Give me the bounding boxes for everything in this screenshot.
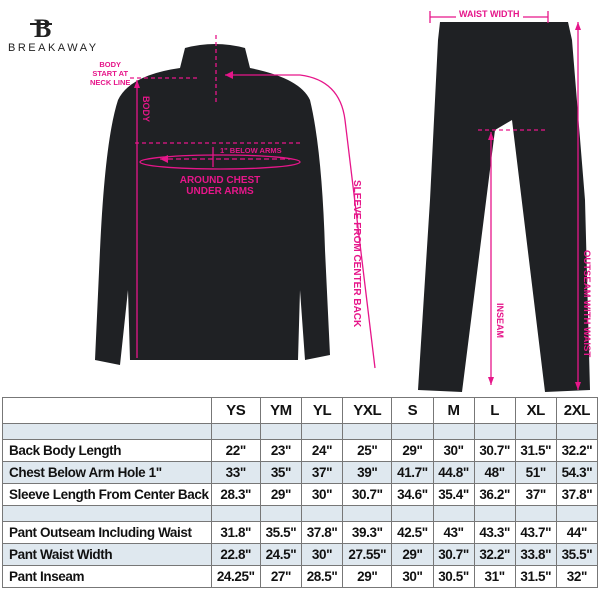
measurement-cell: 51": [514, 461, 557, 484]
size-header: 2XL: [555, 397, 599, 424]
measurement-cell: 24.25": [210, 565, 261, 588]
corner-cell: [2, 397, 212, 424]
measurement-cell: 30": [300, 543, 344, 566]
measurement-cell: 29": [391, 439, 434, 462]
pants-image: [418, 22, 590, 392]
measurement-cell: 37.8": [300, 521, 344, 544]
waist-width-label: WAIST WIDTH: [456, 9, 523, 19]
measurement-cell: 30": [432, 439, 475, 462]
measurement-cell: 31": [473, 565, 516, 588]
svg-text:B: B: [34, 14, 51, 43]
measurement-cell: 41.7": [391, 461, 434, 484]
inseam-label: INSEAM: [495, 303, 505, 339]
row-label: Sleeve Length From Center Back: [2, 483, 212, 506]
size-header: YL: [300, 397, 344, 424]
measurement-cell: 44": [555, 521, 599, 544]
measurement-cell: 37": [514, 483, 557, 506]
measurement-cell: 32.2": [473, 543, 516, 566]
row-label: Chest Below Arm Hole 1": [2, 461, 212, 484]
measurement-cell: 39": [342, 461, 393, 484]
measurement-cell: 22.8": [210, 543, 261, 566]
measurement-cell: 29": [342, 565, 393, 588]
measurement-cell: 43": [432, 521, 475, 544]
body-label: BODY: [141, 96, 151, 123]
label-line: UNDER ARMS: [186, 186, 254, 197]
measurement-cell: 42.5": [391, 521, 434, 544]
size-header: YXL: [342, 397, 393, 424]
measurement-cell: 30.7": [432, 543, 475, 566]
measurement-cell: 32.2": [555, 439, 599, 462]
measurement-cell: 28.3": [210, 483, 261, 506]
breakaway-logo: B: [30, 14, 52, 43]
measurement-cell: 36.2": [473, 483, 516, 506]
measurement-cell: 35.5": [555, 543, 599, 566]
row-label: Back Body Length: [2, 439, 212, 462]
row-label: Pant Inseam: [2, 565, 212, 588]
label-line: START AT: [92, 69, 129, 78]
measurement-cell: 27": [259, 565, 302, 588]
size-header: YS: [210, 397, 261, 424]
measurement-cell: 25": [342, 439, 393, 462]
measurement-cell: 39.3": [342, 521, 393, 544]
sleeve-label: SLEEVE FROM CENTER BACK: [351, 180, 362, 328]
measurement-cell: 30.7": [473, 439, 516, 462]
measurement-cell: 35.4": [432, 483, 475, 506]
measurement-cell: 44.8": [432, 461, 475, 484]
table-row: Chest Below Arm Hole 1" 33" 35" 37" 39" 41.7"…: [2, 461, 599, 484]
measurement-cell: 31.5": [514, 565, 557, 588]
measurement-cell: 34.6": [391, 483, 434, 506]
measurement-cell: 43.3": [473, 521, 516, 544]
size-header: M: [432, 397, 475, 424]
measurement-cell: 22": [210, 439, 261, 462]
garment-illustration: B: [30, 11, 590, 392]
around-chest-label: AROUND CHEST UNDER ARMS: [170, 175, 270, 197]
label-line: NECK LINE: [90, 78, 131, 87]
measurement-cell: 30.7": [342, 483, 393, 506]
measurement-cell: 32": [555, 565, 599, 588]
table-row: Sleeve Length From Center Back 28.3" 29" 30…: [2, 483, 599, 506]
size-chart-table: YS YM YL YXL S M L XL 2XL Back Body Leng…: [2, 397, 599, 588]
header-row: YS YM YL YXL S M L XL 2XL: [2, 397, 599, 424]
measurement-cell: 31.5": [514, 439, 557, 462]
outseam-label: OUTSEAM WITH WAIST: [581, 250, 592, 358]
label-line: BODY: [99, 60, 122, 69]
table-row: Pant Inseam 24.25" 27" 28.5" 29" 30" 30.5" 31" 3…: [2, 565, 599, 588]
brand-name: BREAKAWAY: [8, 42, 99, 54]
measurement-cell: 28.5": [300, 565, 344, 588]
measurement-cell: 54.3": [555, 461, 599, 484]
size-header: XL: [514, 397, 557, 424]
measurement-cell: 24": [300, 439, 344, 462]
body-start-label: BODY START AT NECK LINE: [90, 60, 130, 87]
measurement-cell: 27.55": [342, 543, 393, 566]
size-header: L: [473, 397, 516, 424]
measurement-cell: 33": [210, 461, 261, 484]
measurement-cell: 23": [259, 439, 302, 462]
measurement-cell: 35": [259, 461, 302, 484]
measurement-cell: 35.5": [259, 521, 302, 544]
measurement-cell: 48": [473, 461, 516, 484]
measurement-cell: 30": [391, 565, 434, 588]
table-row: Pant Waist Width 22.8" 24.5" 30" 27.55" 29" 30…: [2, 543, 599, 566]
measurement-cell: 29": [391, 543, 434, 566]
measurement-cell: 37.8": [555, 483, 599, 506]
size-header: S: [391, 397, 434, 424]
below-arms-label: 1" BELOW ARMS: [220, 146, 282, 155]
table-row: Back Body Length 22" 23" 24" 25" 29" 30" 30.7" 3…: [2, 439, 599, 462]
measurement-cell: 37": [300, 461, 344, 484]
spacer-row: [2, 423, 599, 440]
row-label: Pant Waist Width: [2, 543, 212, 566]
measurement-cell: 33.8": [514, 543, 557, 566]
label-line: AROUND CHEST: [179, 175, 261, 186]
table-row: Pant Outseam Including Waist 31.8" 35.5" 37…: [2, 521, 599, 544]
measurement-cell: 43.7": [514, 521, 557, 544]
measurement-cell: 30": [300, 483, 344, 506]
size-header: YM: [259, 397, 302, 424]
measurement-cell: 24.5": [259, 543, 302, 566]
measurement-cell: 30.5": [432, 565, 475, 588]
measurement-cell: 31.8": [210, 521, 261, 544]
jacket-image: [95, 44, 330, 365]
measurement-cell: 29": [259, 483, 302, 506]
spacer-row: [2, 505, 599, 522]
row-label: Pant Outseam Including Waist: [2, 521, 212, 544]
